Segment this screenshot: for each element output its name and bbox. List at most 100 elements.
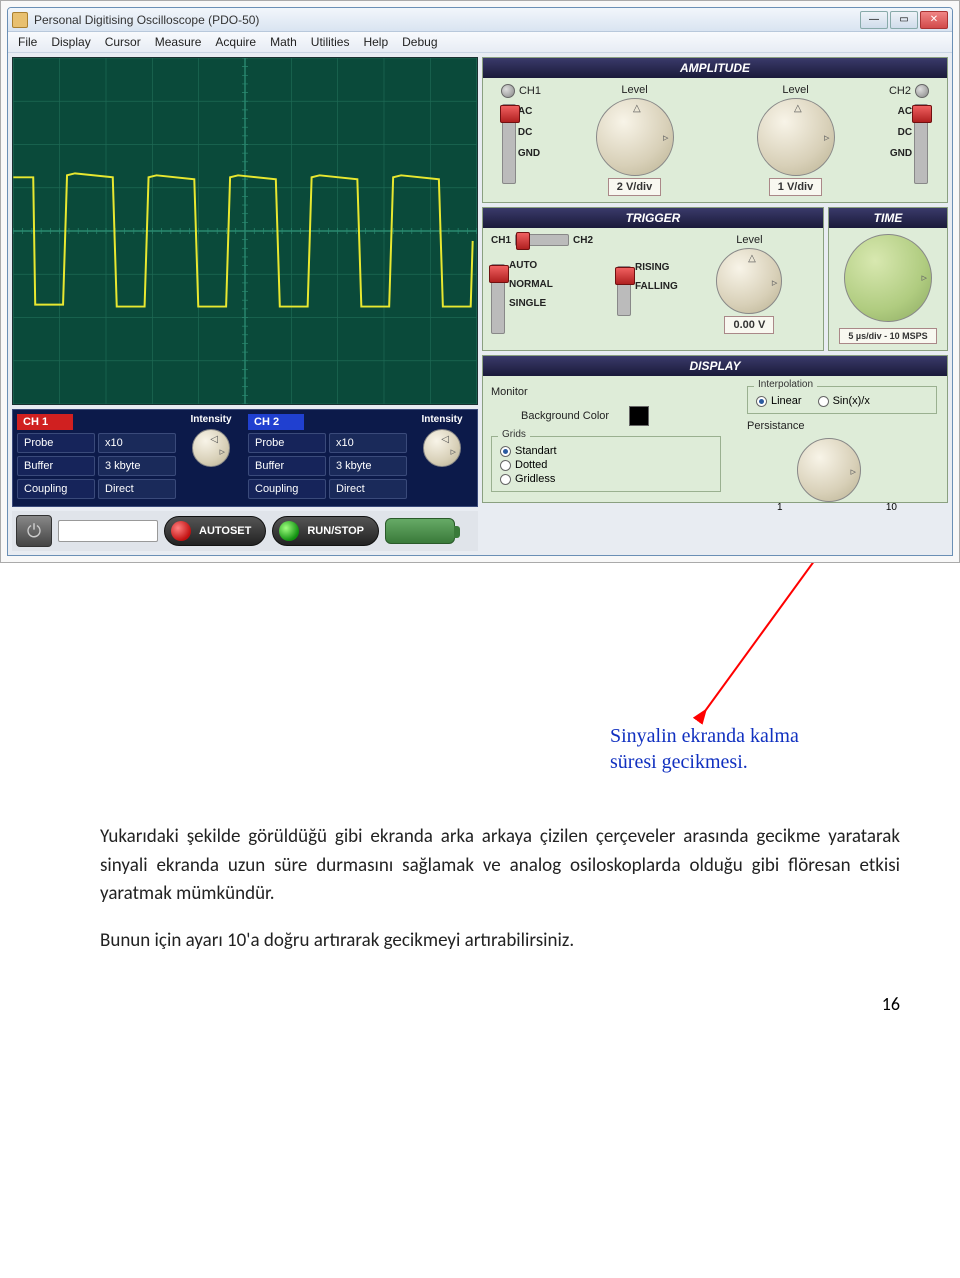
ch2-probe-label: Probe bbox=[248, 433, 326, 453]
menu-measure[interactable]: Measure bbox=[155, 35, 202, 49]
bgcolor-swatch[interactable] bbox=[629, 406, 649, 426]
ch2-buffer-value[interactable]: 3 kbyte bbox=[329, 456, 407, 476]
menu-help[interactable]: Help bbox=[363, 35, 388, 49]
power-button[interactable]: ⏻ bbox=[16, 515, 52, 547]
channel-config: CH 1 Probe x10 Buffer 3 kbyte Coupling bbox=[12, 409, 478, 507]
ch2-probe-value[interactable]: x10 bbox=[329, 433, 407, 453]
amp-level1-label: Level bbox=[621, 84, 647, 96]
runstop-label: RUN/STOP bbox=[307, 525, 364, 537]
persistance-max: 10 bbox=[886, 502, 897, 513]
trig-rising-label: RISING bbox=[635, 262, 678, 273]
body-text: Yukarıdaki şekilde görüldüğü gibi ekrand… bbox=[0, 803, 960, 993]
runstop-button[interactable]: RUN/STOP bbox=[272, 516, 379, 546]
ch1-probe-label: Probe bbox=[17, 433, 95, 453]
ch1-header: CH 1 bbox=[17, 414, 73, 430]
timebase-knob[interactable] bbox=[844, 234, 932, 322]
ch1-intensity-label: Intensity bbox=[180, 414, 242, 425]
paragraph-2: Bunun için ayarı 10'a doğru artırarak ge… bbox=[100, 927, 900, 956]
monitor-label: Monitor bbox=[491, 386, 528, 398]
minimize-button[interactable]: — bbox=[860, 11, 888, 29]
display-panel: DISPLAY Monitor Background Color Gri bbox=[482, 355, 948, 503]
grids-fieldset: Grids Standart Dotted Gridless bbox=[491, 436, 721, 492]
app-icon bbox=[12, 12, 28, 28]
ch1-coupling-value[interactable]: Direct bbox=[98, 479, 176, 499]
amp-dc-label: DC bbox=[518, 127, 540, 138]
autoset-label: AUTOSET bbox=[199, 525, 251, 537]
trig-ch2-label: CH2 bbox=[573, 235, 593, 246]
menu-acquire[interactable]: Acquire bbox=[215, 35, 256, 49]
ch2-vdiv-readout: 1 V/div bbox=[769, 178, 822, 196]
persistance-label: Persistance bbox=[747, 420, 937, 432]
ch2-coupling-slider[interactable] bbox=[914, 104, 928, 184]
interp-sinx-radio[interactable]: Sin(x)/x bbox=[818, 395, 870, 407]
persistance-min: 1 bbox=[777, 502, 783, 513]
amp-ch2-label: CH2 bbox=[889, 85, 911, 97]
ch2-led-icon bbox=[915, 84, 929, 98]
ch1-buffer-label: Buffer bbox=[17, 456, 95, 476]
persistance-knob[interactable] bbox=[797, 438, 861, 502]
ch2-intensity-knob[interactable]: ◁ bbox=[423, 429, 461, 467]
display-title: DISPLAY bbox=[483, 356, 947, 376]
menu-math[interactable]: Math bbox=[270, 35, 297, 49]
grid-dotted-radio[interactable]: Dotted bbox=[500, 459, 712, 471]
ch2-intensity-label: Intensity bbox=[411, 414, 473, 425]
autoset-led-icon bbox=[171, 521, 191, 541]
menubar: File Display Cursor Measure Acquire Math… bbox=[8, 32, 952, 53]
menu-file[interactable]: File bbox=[18, 35, 37, 49]
ch2-coupling-label: Coupling bbox=[248, 479, 326, 499]
command-input[interactable] bbox=[58, 520, 158, 542]
trig-falling-label: FALLING bbox=[635, 281, 678, 292]
trig-level-label: Level bbox=[736, 234, 762, 246]
ch1-buffer-value[interactable]: 3 kbyte bbox=[98, 456, 176, 476]
trigger-readout: 0.00 V bbox=[724, 316, 774, 334]
amp-ch1-label: CH1 bbox=[519, 85, 541, 97]
oscilloscope-screen[interactable] bbox=[12, 57, 478, 405]
amp-gnd-label-2: GND bbox=[890, 148, 912, 159]
ch1-intensity-knob[interactable]: ◁ bbox=[192, 429, 230, 467]
trig-auto-label: AUTO bbox=[509, 260, 553, 271]
ch2-coupling-value[interactable]: Direct bbox=[329, 479, 407, 499]
trigger-level-knob[interactable]: △ bbox=[716, 248, 782, 314]
app-window: Personal Digitising Oscilloscope (PDO-50… bbox=[7, 7, 953, 556]
grids-legend: Grids bbox=[498, 429, 530, 440]
page-number: 16 bbox=[0, 993, 960, 1035]
interpolation-legend: Interpolation bbox=[754, 379, 817, 390]
grid-standart-radio[interactable]: Standart bbox=[500, 445, 712, 457]
amp-level2-label: Level bbox=[782, 84, 808, 96]
close-button[interactable]: ✕ bbox=[920, 11, 948, 29]
trigger-panel: TRIGGER CH1 CH2 bbox=[482, 207, 824, 351]
amp-gnd-label: GND bbox=[518, 148, 540, 159]
menu-utilities[interactable]: Utilities bbox=[311, 35, 350, 49]
time-readout: 5 µs/div - 10 MSPS bbox=[839, 328, 936, 344]
ch1-probe-value[interactable]: x10 bbox=[98, 433, 176, 453]
autoset-button[interactable]: AUTOSET bbox=[164, 516, 266, 546]
ch1-level-knob[interactable]: △ bbox=[596, 98, 674, 176]
grid-gridless-radio[interactable]: Gridless bbox=[500, 473, 712, 485]
bottom-bar: ⏻ AUTOSET RUN/STOP bbox=[12, 511, 478, 551]
ch1-vdiv-readout: 2 V/div bbox=[608, 178, 661, 196]
trig-single-label: SINGLE bbox=[509, 298, 553, 309]
battery-icon bbox=[385, 518, 455, 544]
menu-cursor[interactable]: Cursor bbox=[105, 35, 141, 49]
trigger-source-slider[interactable] bbox=[515, 234, 569, 246]
interp-linear-radio[interactable]: Linear bbox=[756, 395, 802, 407]
maximize-button[interactable]: ▭ bbox=[890, 11, 918, 29]
paragraph-1: Yukarıdaki şekilde görüldüğü gibi ekrand… bbox=[100, 823, 900, 909]
ch1-led-icon bbox=[501, 84, 515, 98]
amplitude-panel: AMPLITUDE CH1 AC DC bbox=[482, 57, 948, 203]
bgcolor-label: Background Color bbox=[521, 410, 609, 422]
ch2-level-knob[interactable]: △ bbox=[757, 98, 835, 176]
time-title: TIME bbox=[829, 208, 947, 228]
amp-ac-label: AC bbox=[518, 106, 540, 117]
menu-display[interactable]: Display bbox=[51, 35, 90, 49]
titlebar: Personal Digitising Oscilloscope (PDO-50… bbox=[8, 8, 952, 32]
time-panel: TIME 5 µs/div - 10 MSPS bbox=[828, 207, 948, 351]
runstop-led-icon bbox=[279, 521, 299, 541]
ch1-coupling-label: Coupling bbox=[17, 479, 95, 499]
trigger-mode-slider[interactable] bbox=[491, 264, 505, 334]
amp-dc-label-2: DC bbox=[890, 127, 912, 138]
menu-debug[interactable]: Debug bbox=[402, 35, 437, 49]
ch2-header: CH 2 bbox=[248, 414, 304, 430]
ch1-coupling-slider[interactable] bbox=[502, 104, 516, 184]
trigger-edge-slider[interactable] bbox=[617, 266, 631, 316]
